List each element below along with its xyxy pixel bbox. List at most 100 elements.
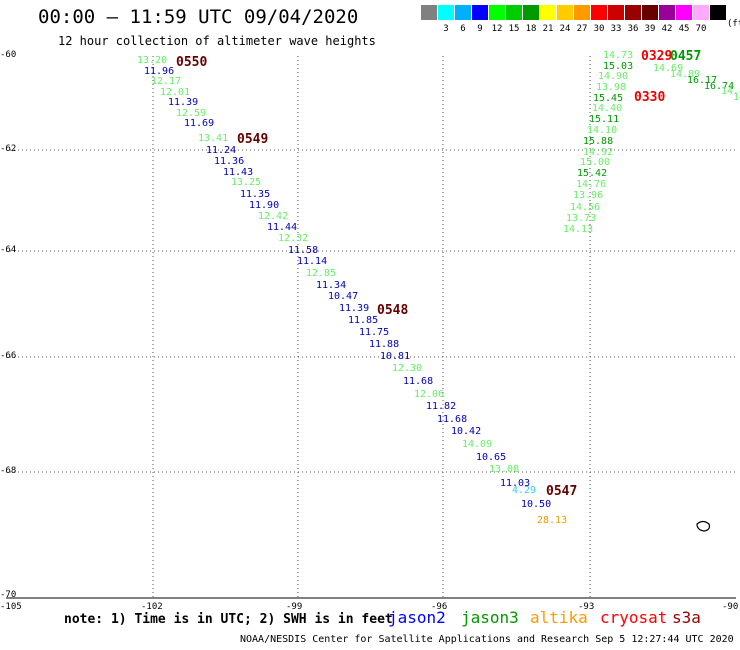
wave-height-label: 14.69 — [653, 63, 684, 74]
wave-height-label: 13.96 — [573, 190, 604, 201]
wave-height-label: 12.06 — [414, 389, 445, 400]
map-title: 00:00 – 11:59 UTC 09/04/2020 — [38, 6, 359, 28]
wave-height-label: 14.10 — [587, 125, 618, 136]
scale-swatch — [523, 5, 539, 20]
scale-label: 6 — [460, 24, 466, 34]
lon-tick-label: -99 — [286, 602, 303, 612]
wave-height-label: 12.01 — [160, 87, 191, 98]
scale-label: 21 — [542, 24, 554, 34]
scale-swatch — [574, 5, 590, 20]
wave-height-label: 13.20 — [137, 55, 168, 66]
wave-height-label: 11.58 — [288, 245, 319, 256]
lon-tick-label: -102 — [141, 602, 163, 612]
wave-height-label: 10.42 — [451, 426, 482, 437]
wave-height-label: 10.50 — [521, 499, 552, 510]
wave-height-label: 12.17 — [151, 76, 182, 87]
scale-swatch — [591, 5, 607, 20]
scale-swatch — [625, 5, 641, 20]
scale-swatch — [642, 5, 658, 20]
wave-height-label: 14.56 — [570, 202, 601, 213]
scale-label: 36 — [627, 24, 639, 34]
wave-height-label: 12.85 — [306, 268, 337, 279]
scale-label: 42 — [661, 24, 673, 34]
scale-swatch — [693, 5, 709, 20]
satellite-legend-item: altika — [530, 608, 588, 627]
satellite-legend-item: cryosat — [600, 608, 668, 627]
lat-tick-label: -60 — [0, 50, 17, 60]
lat-tick-label: -62 — [0, 144, 17, 154]
pass-time-label: 0547 — [546, 484, 578, 499]
wave-height-label: 14.40 — [592, 103, 623, 114]
scale-label: 45 — [678, 24, 690, 34]
credit-line: NOAA/NESDIS Center for Satellite Applica… — [240, 634, 734, 645]
wave-height-label: 15.42 — [577, 168, 608, 179]
wave-height-label: 11.88 — [369, 339, 400, 350]
wave-height-label: 11.14 — [297, 256, 328, 267]
wave-height-label: 12.59 — [176, 108, 207, 119]
footer-note: note: 1) Time is in UTC; 2) SWH is in fe… — [64, 612, 393, 627]
scale-label: 33 — [610, 24, 622, 34]
wave-height-label: 15.11 — [589, 114, 620, 125]
lat-tick-label: -68 — [0, 466, 17, 476]
wave-height-label: 11.96 — [144, 66, 175, 77]
scale-unit: (ft) — [727, 19, 740, 29]
wave-height-label: 12.32 — [278, 233, 309, 244]
wave-height-label: 11.34 — [316, 280, 347, 291]
map-subtitle: 12 hour collection of altimeter wave hei… — [58, 34, 376, 48]
wave-height-label: 15.00 — [580, 157, 611, 168]
wave-height-label: 15.03 — [603, 61, 634, 72]
wave-height-label: 11.44 — [267, 222, 298, 233]
scale-label: 18 — [525, 24, 537, 34]
wave-height-label: 16.74 — [704, 81, 735, 92]
scale-label: 27 — [576, 24, 588, 34]
wave-height-label: 15.88 — [583, 136, 614, 147]
wave-height-label: 10.47 — [328, 291, 359, 302]
wave-height-label: 12.42 — [258, 211, 289, 222]
scale-swatch — [659, 5, 675, 20]
wave-height-label: 14.76 — [576, 179, 607, 190]
wave-height-label: 14.09 — [462, 439, 493, 450]
pass-time-label: 0329 — [641, 49, 673, 64]
satellite-legend-item: jason2 — [388, 608, 446, 627]
wave-height-label: 11.03 — [500, 478, 531, 489]
scale-swatch — [455, 5, 471, 20]
scale-label: 9 — [477, 24, 483, 34]
scale-swatch — [421, 5, 437, 20]
scale-swatch — [472, 5, 488, 20]
lon-tick-label: -96 — [431, 602, 448, 612]
wave-height-label: 11.36 — [214, 156, 245, 167]
pass-time-label: 0549 — [237, 132, 269, 147]
wave-height-label: 11.35 — [240, 189, 271, 200]
wave-height-label: 13.08 — [489, 464, 520, 475]
wave-height-label: 16.17 — [687, 75, 718, 86]
wave-height-label: 10.81 — [380, 351, 411, 362]
island-outline — [696, 520, 711, 532]
pass-time-label: 0550 — [176, 55, 208, 70]
scale-label: 70 — [695, 24, 707, 34]
wave-height-label: 11.43 — [223, 167, 254, 178]
scale-swatch — [506, 5, 522, 20]
wave-height-label: 14.80 — [721, 86, 740, 97]
wave-height-label: 11.75 — [359, 327, 390, 338]
lat-tick-label: -66 — [0, 351, 17, 361]
wave-height-label: 11.85 — [348, 315, 379, 326]
scale-swatch — [438, 5, 454, 20]
wave-height-label: 11.68 — [437, 414, 468, 425]
wave-height-label: 13.73 — [566, 213, 597, 224]
wave-height-label: 14.92 — [583, 147, 614, 158]
wave-height-label: 11.90 — [249, 200, 280, 211]
lon-tick-label: -105 — [0, 602, 22, 612]
wave-height-label: 11.68 — [403, 376, 434, 387]
scale-swatch — [489, 5, 505, 20]
lon-tick-label: -90 — [722, 602, 739, 612]
lat-tick-label: -64 — [0, 245, 17, 255]
satellite-legend-item: jason3 — [461, 608, 519, 627]
wave-height-label: 13.98 — [596, 82, 627, 93]
satellite-legend-item: s3a — [672, 608, 701, 627]
wave-height-label: 10.65 — [476, 452, 507, 463]
wave-height-label: 11.82 — [426, 401, 457, 412]
scale-label: 24 — [559, 24, 571, 34]
scale-label: 15 — [508, 24, 520, 34]
scale-swatch — [676, 5, 692, 20]
